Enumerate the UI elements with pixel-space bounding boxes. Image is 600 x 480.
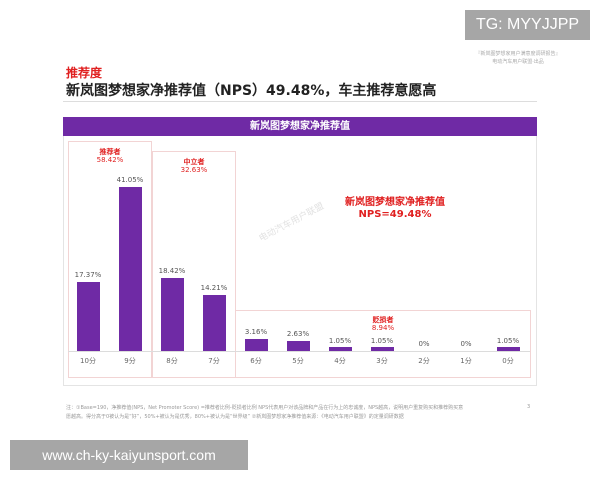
category-label: 0分 (502, 357, 514, 365)
promoter-group-box: 推荐者 58.42% (68, 141, 152, 378)
promoter-share: 58.42% (96, 156, 124, 164)
footnote: 注：①Base=190，净推荐值(NPS，Net Promoter Score)… (66, 404, 516, 422)
detractor-share: 8.94% (371, 324, 395, 332)
chart-panel (63, 136, 537, 386)
bar-9 (119, 187, 142, 351)
value-label: 14.21% (200, 284, 228, 292)
neutral-group-box: 中立者 32.63% (152, 151, 236, 378)
neutral-label: 中立者 (183, 158, 205, 166)
bar-10 (77, 282, 100, 351)
page-title: 新岚图梦想家净推荐值（NPS）49.48%，车主推荐意愿高 (66, 83, 437, 99)
report-tag-publisher: 电动汽车用户联盟·出品 (492, 59, 544, 65)
value-label: 1.05% (370, 337, 394, 345)
category-label: 3分 (376, 357, 388, 365)
detractor-label: 贬损者 (372, 316, 394, 324)
category-label: 7分 (208, 357, 220, 365)
report-tag: 『新岚图梦想家用户满意度调研报告』 电动汽车用户联盟·出品 (448, 50, 588, 66)
promoter-label: 推荐者 (99, 148, 121, 156)
category-label: 5分 (292, 357, 304, 365)
value-label: 1.05% (328, 337, 352, 345)
category-label: 1分 (460, 357, 472, 365)
value-label: 0% (460, 340, 472, 348)
value-label: 1.05% (496, 337, 520, 345)
value-label: 0% (418, 340, 430, 348)
page-number: 3 (527, 404, 531, 410)
category-label: 10分 (80, 357, 96, 365)
category-label: 9分 (124, 357, 136, 365)
chart-title: 新岚图梦想家净推荐值 (63, 117, 537, 136)
value-label: 17.37% (74, 271, 102, 279)
category-label: 2分 (418, 357, 430, 365)
header-divider (63, 101, 537, 102)
report-tag-title: 『新岚图梦想家用户满意度调研报告』 (475, 51, 561, 57)
value-label: 18.42% (158, 267, 186, 275)
bar-8 (161, 278, 184, 351)
value-label: 41.05% (116, 176, 144, 184)
footnote-line-1: 注：①Base=190，净推荐值(NPS，Net Promoter Score)… (66, 405, 464, 411)
section-label: 推荐度 (66, 66, 103, 80)
nps-callout: 新岚图梦想家净推荐值 NPS=49.48% (330, 197, 460, 221)
footnote-line-2: 愿越高。得分高于0被认为是“好”，50%+被认为是优秀，80%+被认为是“世界级… (66, 414, 404, 420)
nps-callout-title: 新岚图梦想家净推荐值 (345, 197, 445, 208)
bar-7 (203, 295, 226, 351)
value-label: 2.63% (286, 330, 310, 338)
detractor-group-box (235, 310, 531, 378)
category-label: 8分 (166, 357, 178, 365)
bar-6 (245, 339, 268, 351)
category-label: 4分 (334, 357, 346, 365)
bar-4 (329, 347, 352, 351)
bar-0 (497, 347, 520, 351)
value-label: 3.16% (244, 328, 268, 336)
detractor-label-block: 贬损者 8.94% (355, 316, 411, 332)
bar-5 (287, 341, 310, 351)
tg-watermark-badge: TG: MYYJJPP (465, 10, 590, 40)
url-watermark-banner: www.ch-ky-kaiyunsport.com (10, 440, 248, 470)
chart-baseline (68, 351, 530, 352)
category-label: 6分 (250, 357, 262, 365)
neutral-share: 32.63% (180, 166, 208, 174)
bar-3 (371, 347, 394, 351)
nps-callout-value: NPS=49.48% (358, 209, 432, 220)
